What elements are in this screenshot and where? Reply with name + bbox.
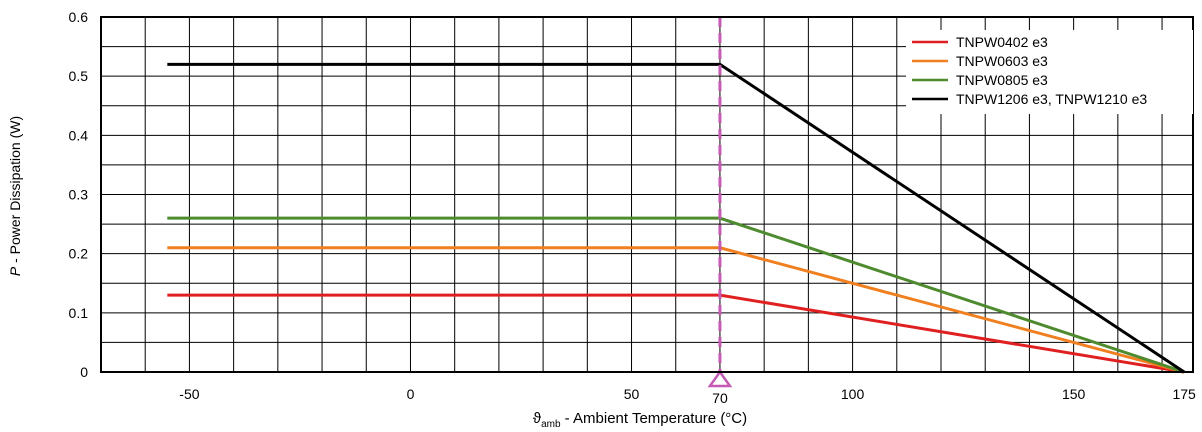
series-line — [167, 62, 1185, 374]
legend-box — [906, 30, 1193, 114]
marker-triangle — [707, 369, 733, 388]
y-tick-label: 0.3 — [69, 187, 89, 203]
y-tick-label: 0 — [80, 364, 88, 380]
y-tick-label: 0.1 — [69, 305, 89, 321]
plot-frame — [100, 16, 1194, 373]
y-tick-label: 0.5 — [69, 68, 89, 84]
x-tick-label: 175 — [1172, 386, 1196, 402]
legend: TNPW0402 e3 TNPW0603 e3 TNPW0805 e3 TNPW120… — [906, 30, 1193, 114]
x-axis-label: ϑamb - Ambient Temperature (°C) — [533, 410, 747, 430]
x-tick-labels: -50 0 50 100 150 175 — [179, 386, 1196, 402]
x-tick-label: 150 — [1062, 386, 1086, 402]
temperature-marker: 70 — [707, 17, 733, 406]
x-tick-label: 50 — [624, 386, 640, 402]
legend-label: TNPW0603 e3 — [956, 53, 1048, 69]
y-tick-labels: 0 0.1 0.2 0.3 0.4 0.5 0.6 — [69, 9, 89, 380]
x-tick-label: -50 — [179, 386, 199, 402]
legend-label: TNPW1206 e3, TNPW1210 e3 — [956, 91, 1147, 107]
x-tick-label: 100 — [841, 386, 865, 402]
y-tick-label: 0.2 — [69, 246, 89, 262]
legend-label: TNPW0805 e3 — [956, 72, 1048, 88]
y-axis-label: P - Power Dissipation (W) — [7, 116, 23, 276]
x-tick-label: 0 — [407, 386, 415, 402]
legend-label: TNPW0402 e3 — [956, 34, 1048, 50]
marker-label: 70 — [712, 390, 728, 406]
y-tick-label: 0.4 — [69, 127, 89, 143]
y-tick-label: 0.6 — [69, 9, 89, 25]
